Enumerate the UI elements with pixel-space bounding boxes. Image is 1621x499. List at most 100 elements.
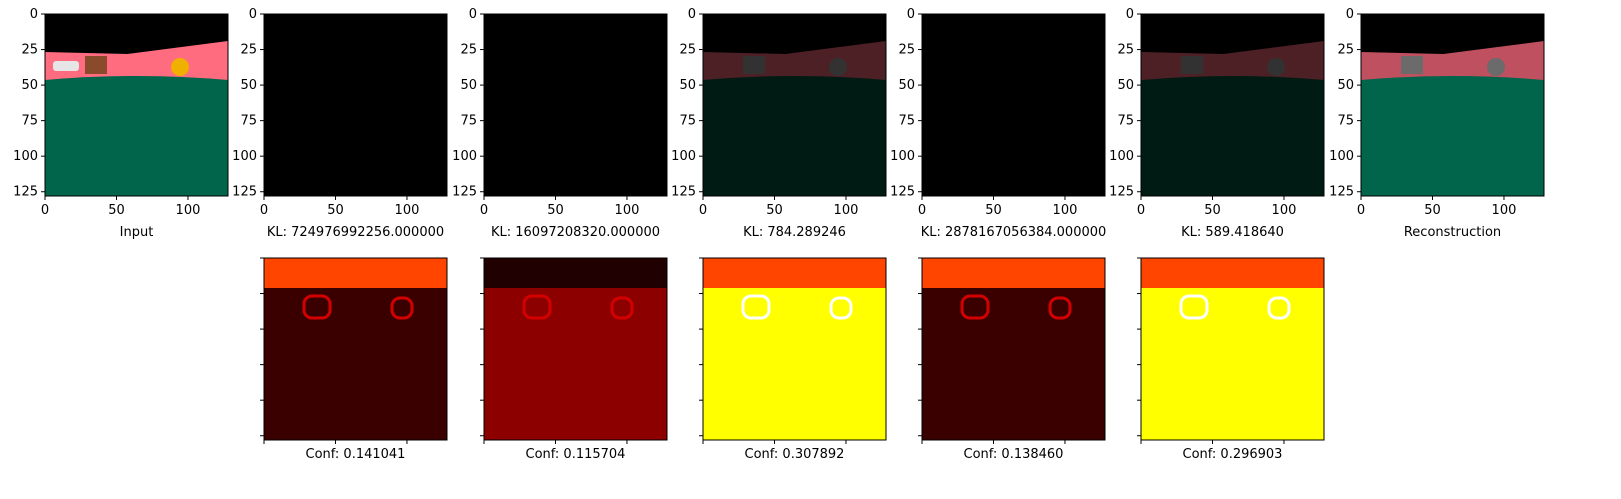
subplot-conf-5: Conf: 0.296903 bbox=[1137, 257, 1325, 462]
subplot-xlabel: KL: 2878167056384.000000 bbox=[921, 225, 1107, 240]
scene-object bbox=[1401, 56, 1423, 74]
y-tick-label: 100 bbox=[1329, 149, 1354, 164]
scene-object bbox=[829, 58, 847, 76]
scene-object bbox=[743, 56, 765, 74]
heat-top-band bbox=[264, 258, 447, 288]
heat-object bbox=[302, 294, 332, 320]
x-tick-label: 50 bbox=[1424, 203, 1441, 218]
y-tick-label: 50 bbox=[898, 78, 915, 93]
y-tick-label: 125 bbox=[1329, 185, 1354, 200]
axes-frame bbox=[263, 13, 448, 197]
image-black bbox=[922, 14, 1105, 196]
scene-object bbox=[1487, 58, 1505, 76]
y-tick-label: 50 bbox=[1337, 78, 1354, 93]
y-tick-label: 25 bbox=[240, 43, 257, 58]
y-tick-label: 100 bbox=[890, 149, 915, 164]
y-tick-label: 25 bbox=[21, 43, 38, 58]
subplot-xlabel: Input bbox=[120, 225, 154, 240]
subplot-xlabel: Conf: 0.307892 bbox=[745, 447, 845, 462]
subplot-xlabel: KL: 16097208320.000000 bbox=[491, 225, 660, 240]
y-tick-label: 100 bbox=[452, 149, 477, 164]
x-tick-label: 50 bbox=[108, 203, 125, 218]
subplot-xlabel: Conf: 0.115704 bbox=[526, 447, 626, 462]
subplot-conf-2: Conf: 0.115704 bbox=[480, 257, 668, 462]
axes-frame bbox=[483, 13, 668, 197]
y-tick-label: 0 bbox=[249, 7, 257, 22]
heat-object bbox=[741, 294, 771, 320]
axes-frame bbox=[1140, 13, 1325, 197]
subplot-conf-3: Conf: 0.307892 bbox=[699, 257, 887, 462]
subplot-conf-1: Conf: 0.141041 bbox=[260, 257, 448, 462]
heat-object bbox=[829, 296, 853, 320]
subplot-top-3: 0 50 100 0 25 50 75 100 125 KL: 784.289246 bbox=[671, 7, 887, 240]
subplot-xlabel: KL: 724976992256.000000 bbox=[267, 225, 444, 240]
heat-object bbox=[1048, 296, 1072, 320]
axes-frame bbox=[44, 13, 229, 197]
y-tick-label: 25 bbox=[898, 43, 915, 58]
subplot-xlabel: Conf: 0.296903 bbox=[1183, 447, 1283, 462]
heat-object bbox=[1179, 294, 1209, 320]
y-tick-label: 125 bbox=[671, 185, 696, 200]
heat-fill bbox=[484, 258, 667, 440]
heat-object bbox=[610, 296, 634, 320]
y-tick-label: 100 bbox=[13, 149, 38, 164]
x-tick-label: 0 bbox=[41, 203, 49, 218]
scene-object bbox=[171, 58, 189, 76]
y-tick-label: 100 bbox=[671, 149, 696, 164]
scene-object bbox=[85, 56, 107, 74]
x-tick-label: 100 bbox=[834, 203, 859, 218]
x-tick-label: 0 bbox=[1357, 203, 1365, 218]
subplot-xlabel: Reconstruction bbox=[1404, 225, 1501, 240]
x-tick-label: 50 bbox=[1204, 203, 1221, 218]
axes-frame bbox=[921, 13, 1106, 197]
heat-top-band bbox=[484, 258, 667, 288]
image-floor bbox=[45, 76, 228, 196]
y-tick-label: 75 bbox=[1117, 114, 1134, 129]
x-tick-label: 100 bbox=[1053, 203, 1078, 218]
y-tick-label: 25 bbox=[1337, 43, 1354, 58]
heat-top-band bbox=[703, 258, 886, 288]
y-tick-label: 0 bbox=[469, 7, 477, 22]
x-tick-label: 0 bbox=[699, 203, 707, 218]
y-tick-label: 75 bbox=[460, 114, 477, 129]
axes-frame bbox=[263, 257, 448, 441]
subplot-top-0: 0 50 100 0 25 50 75 100 125 Input bbox=[13, 7, 229, 240]
heat-top-band bbox=[1141, 258, 1324, 288]
heat-fill bbox=[264, 258, 447, 440]
x-tick-label: 100 bbox=[176, 203, 201, 218]
y-tick-label: 0 bbox=[688, 7, 696, 22]
y-tick-label: 25 bbox=[1117, 43, 1134, 58]
scene-object bbox=[53, 61, 79, 71]
y-tick-label: 75 bbox=[21, 114, 38, 129]
subplot-xlabel: KL: 784.289246 bbox=[743, 225, 846, 240]
y-tick-label: 100 bbox=[1109, 149, 1134, 164]
heat-fill bbox=[1141, 258, 1324, 440]
y-tick-label: 125 bbox=[890, 185, 915, 200]
image-floor bbox=[1361, 76, 1544, 196]
x-tick-label: 0 bbox=[480, 203, 488, 218]
y-tick-label: 50 bbox=[679, 78, 696, 93]
y-tick-label: 125 bbox=[1109, 185, 1134, 200]
y-tick-label: 125 bbox=[232, 185, 257, 200]
x-tick-label: 100 bbox=[615, 203, 640, 218]
axes-frame bbox=[483, 257, 668, 441]
y-tick-label: 75 bbox=[679, 114, 696, 129]
subplot-xlabel: Conf: 0.141041 bbox=[306, 447, 406, 462]
y-tick-label: 50 bbox=[21, 78, 38, 93]
axes-frame bbox=[921, 257, 1106, 441]
subplot-xlabel: Conf: 0.138460 bbox=[964, 447, 1064, 462]
scene-object bbox=[1267, 58, 1285, 76]
y-tick-label: 75 bbox=[240, 114, 257, 129]
y-tick-label: 50 bbox=[240, 78, 257, 93]
subplot-top-5: 0 50 100 0 25 50 75 100 125 KL: 589.418640 bbox=[1109, 7, 1325, 240]
y-tick-label: 0 bbox=[1126, 7, 1134, 22]
x-tick-label: 100 bbox=[1272, 203, 1297, 218]
subplot-top-2: 0 50 100 0 25 50 75 100 125 KL: 16097208320.00000… bbox=[452, 7, 668, 240]
x-tick-label: 0 bbox=[1137, 203, 1145, 218]
image-black bbox=[264, 14, 447, 196]
heat-object bbox=[522, 294, 552, 320]
y-tick-label: 50 bbox=[1117, 78, 1134, 93]
y-tick-label: 25 bbox=[679, 43, 696, 58]
y-tick-label: 0 bbox=[30, 7, 38, 22]
